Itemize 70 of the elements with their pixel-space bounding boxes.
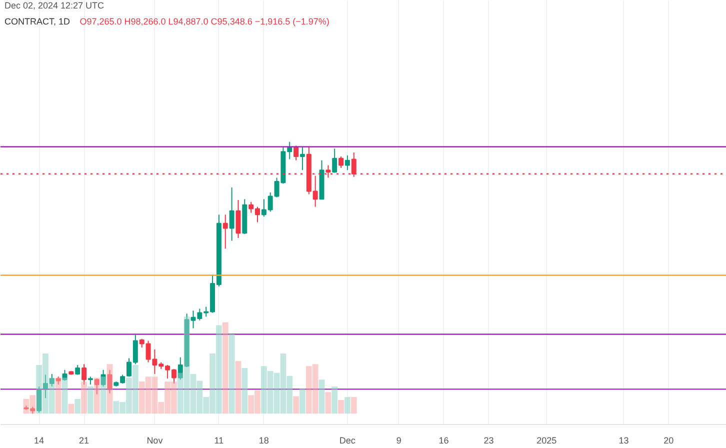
x-tick-label: Dec [339, 436, 356, 446]
bar [344, 397, 350, 414]
bar [94, 378, 100, 414]
x-tick-label: 2025 [536, 436, 557, 446]
x-tick-label: 20 [664, 436, 674, 446]
x-tick-label: 13 [618, 436, 629, 446]
bar [184, 316, 190, 414]
bar [260, 366, 267, 414]
bar [312, 364, 318, 414]
text: Dec 02, 2024 12:27 UTC [4, 0, 105, 10]
bar [274, 372, 280, 414]
bar [196, 380, 203, 414]
bar [138, 382, 145, 414]
bar [113, 401, 120, 414]
bar [55, 378, 62, 414]
bar [120, 402, 126, 414]
bar [164, 382, 170, 414]
bar [222, 322, 228, 414]
candlestick [236, 199, 241, 239]
x-tick-label: 23 [484, 436, 494, 446]
bar [132, 364, 138, 414]
bar [203, 397, 210, 414]
bar [286, 376, 293, 414]
x-tick-label: 16 [438, 436, 449, 446]
bar [306, 366, 312, 414]
text: O97,265.0 H98,266.0 L94,887.0 C95,348.6 −1,916.5 (−1.97%) [80, 16, 330, 26]
bar [325, 392, 332, 414]
bar [158, 402, 164, 414]
bar [228, 334, 235, 414]
bar [106, 364, 113, 414]
candlestick [338, 156, 344, 168]
bar [36, 364, 42, 414]
x-tick-label: 18 [258, 436, 269, 446]
bar [300, 388, 306, 414]
bar [68, 404, 74, 414]
bar [190, 374, 196, 414]
candlestick [294, 145, 299, 161]
bar [74, 398, 81, 414]
x-tick-label: Nov [146, 436, 164, 446]
x-tick-label: 14 [34, 436, 44, 446]
bar [23, 398, 30, 414]
candlestick [75, 364, 80, 376]
bar [235, 361, 242, 414]
x-tick-label: 21 [79, 436, 90, 446]
text: CONTRACT, 1D [4, 16, 71, 26]
bar [248, 395, 254, 414]
candlestick [229, 186, 234, 242]
bar [338, 400, 344, 414]
candlestick [332, 148, 338, 174]
bar [254, 390, 260, 414]
x-tick-label: 9 [396, 436, 402, 446]
bar [293, 396, 299, 414]
bar [332, 386, 338, 414]
bar [145, 376, 152, 414]
bar [87, 386, 94, 414]
bar [152, 376, 158, 414]
bar [216, 325, 222, 414]
bar [242, 368, 248, 414]
bar [171, 382, 177, 414]
candlestick [222, 214, 228, 250]
bar [350, 397, 357, 414]
candlestick [344, 154, 350, 171]
bar [210, 354, 216, 414]
bar [48, 378, 55, 414]
bar [280, 354, 286, 414]
bar [318, 380, 325, 414]
candlestick [300, 146, 305, 171]
bar [42, 354, 48, 414]
bar [267, 370, 274, 414]
x-tick-label: 11 [214, 436, 224, 446]
